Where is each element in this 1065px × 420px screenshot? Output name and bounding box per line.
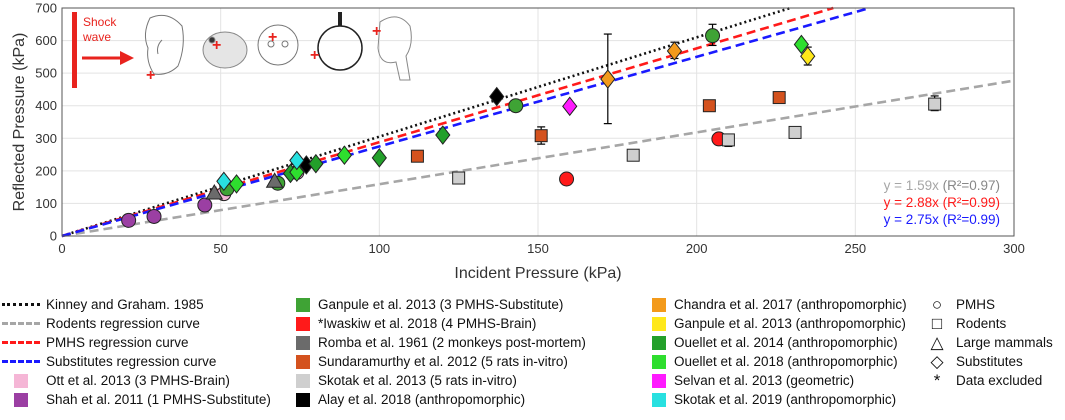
cylinder-model-icon [317,12,363,71]
data-point [772,91,786,105]
data-point [489,86,505,107]
data-points [121,28,942,228]
regression-line [61,6,834,238]
red-cross-icon: + [268,29,277,46]
data-point [788,125,802,139]
data-point [121,212,137,228]
data-point [289,162,305,182]
human-head-icon [144,14,184,75]
data-point [265,172,284,188]
x-tick-label: 250 [844,241,866,256]
red-cross-icon: + [310,47,319,64]
monkey-head-icon [257,24,299,66]
plot-frame [61,7,1015,237]
regression-line [61,79,1015,238]
arrow-head-icon [120,51,134,65]
data-point [793,34,810,55]
data-point [216,171,232,192]
data-point [666,41,683,61]
data-point [146,208,162,224]
red-cross-icon: + [372,23,381,40]
data-point [508,98,524,114]
data-point [435,125,451,145]
regression-line [61,6,791,238]
y-tick-label: 700 [35,1,57,16]
y-tick-label: 200 [35,163,57,178]
data-point [228,174,245,194]
x-tick-label: 150 [527,241,549,256]
regression-lines [61,6,1015,238]
x-tick-label: 50 [213,241,227,256]
regression-equation: y = 1.59x (R²=0.97) [884,178,1000,193]
data-point [559,171,575,187]
x-axis-label: Incident Pressure (kPa) [454,265,621,282]
regression-equation: y = 2.75x (R²=0.99) [884,212,1000,227]
regression-equations: y = 1.59x (R²=0.97) y = 2.88x (R²=0.99) y … [884,178,1000,227]
data-point [626,148,640,162]
y-tick-label: 500 [35,66,57,81]
data-point [721,133,735,147]
x-tick-label: 100 [368,241,390,256]
data-point [705,28,721,44]
skull-neck-icon [377,16,412,81]
y-axis-label: Reflected Pressure (kPa) [11,33,28,212]
y-tick-label: 100 [35,196,57,211]
data-point [600,69,616,89]
y-tick-label: 600 [35,33,57,48]
data-point [410,149,424,163]
x-tick-label: 300 [1003,241,1025,256]
data-point [197,197,213,213]
shock-wave-label: Shock wave [82,15,117,44]
data-point [371,148,387,168]
y-tick-label: 400 [35,98,57,113]
y-tick-label: 0 [50,229,57,244]
x-tick-label: 0 [58,241,65,256]
regression-equation: y = 2.88x (R²=0.99) [884,195,1000,210]
red-cross-icon: + [146,67,155,84]
y-tick-label: 300 [35,131,57,146]
data-point [289,150,305,171]
data-point [308,153,324,174]
data-point [534,129,548,143]
data-point [452,171,466,185]
data-point [205,183,224,200]
shock-wave-bar [72,12,77,88]
x-tick-label: 200 [686,241,708,256]
data-point [928,97,942,111]
inset-illustration: Shock wave + + + + + [72,12,412,88]
rat-head-icon [202,31,248,69]
data-point [562,96,578,117]
data-point [702,99,716,113]
red-cross-icon: + [212,37,221,54]
data-point [800,46,816,67]
tick-labels: 0 50 100 150 200 250 300 0 100 200 300 400 500 600 700 [35,1,1025,257]
data-point [336,145,353,166]
